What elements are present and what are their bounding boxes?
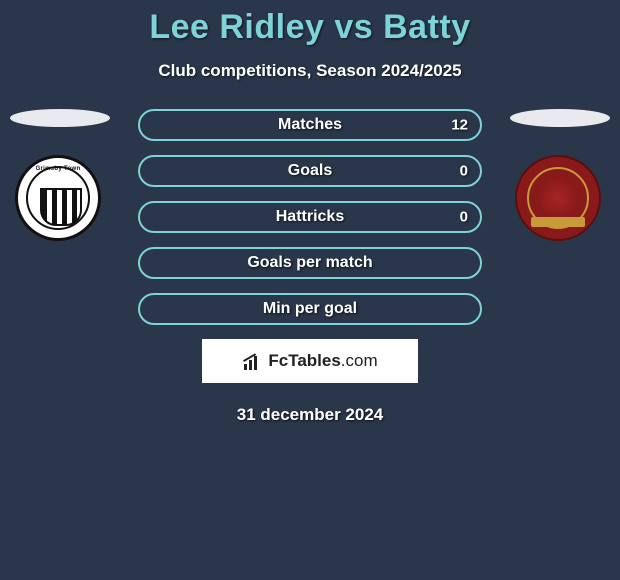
watermark-brand: FcTables: [268, 351, 340, 370]
badge-inner-icon: [537, 177, 579, 219]
stat-row: Goals per match: [138, 247, 482, 279]
stat-label: Hattricks: [276, 208, 344, 226]
comparison-panel: Grimsby Town Matches 12 Goals 0 Hattrick…: [0, 109, 620, 425]
chart-icon: [242, 352, 264, 370]
watermark-text: FcTables.com: [268, 351, 377, 371]
accrington-badge-icon: [515, 155, 601, 241]
watermark-domain: .com: [341, 351, 378, 370]
club-right: [510, 109, 610, 259]
stat-label: Goals per match: [247, 254, 372, 272]
stat-row: Hattricks 0: [138, 201, 482, 233]
grimsby-badge-icon: Grimsby Town: [15, 155, 101, 241]
club-left: Grimsby Town: [10, 109, 110, 259]
subtitle: Club competitions, Season 2024/2025: [0, 61, 620, 81]
stat-row: Min per goal: [138, 293, 482, 325]
club-badge-right: [515, 155, 605, 245]
shadow-ellipse-icon: [10, 109, 110, 127]
page-title: Lee Ridley vs Batty: [0, 0, 620, 47]
date-text: 31 december 2024: [0, 405, 620, 425]
club-badge-left: Grimsby Town: [15, 155, 105, 245]
stat-row: Matches 12: [138, 109, 482, 141]
shadow-ellipse-icon: [510, 109, 610, 127]
watermark: FcTables.com: [202, 339, 418, 383]
stat-right-value: 0: [460, 209, 468, 226]
stripes-icon: [40, 188, 82, 226]
stat-right-value: 0: [460, 163, 468, 180]
stat-label: Min per goal: [263, 300, 357, 318]
stat-label: Goals: [288, 162, 332, 180]
stats-list: Matches 12 Goals 0 Hattricks 0 Goals per…: [138, 109, 482, 325]
stat-right-value: 12: [451, 117, 468, 134]
stat-row: Goals 0: [138, 155, 482, 187]
badge-ribbon-icon: [531, 217, 585, 227]
stat-label: Matches: [278, 116, 342, 134]
badge-text: Grimsby Town: [18, 166, 98, 172]
